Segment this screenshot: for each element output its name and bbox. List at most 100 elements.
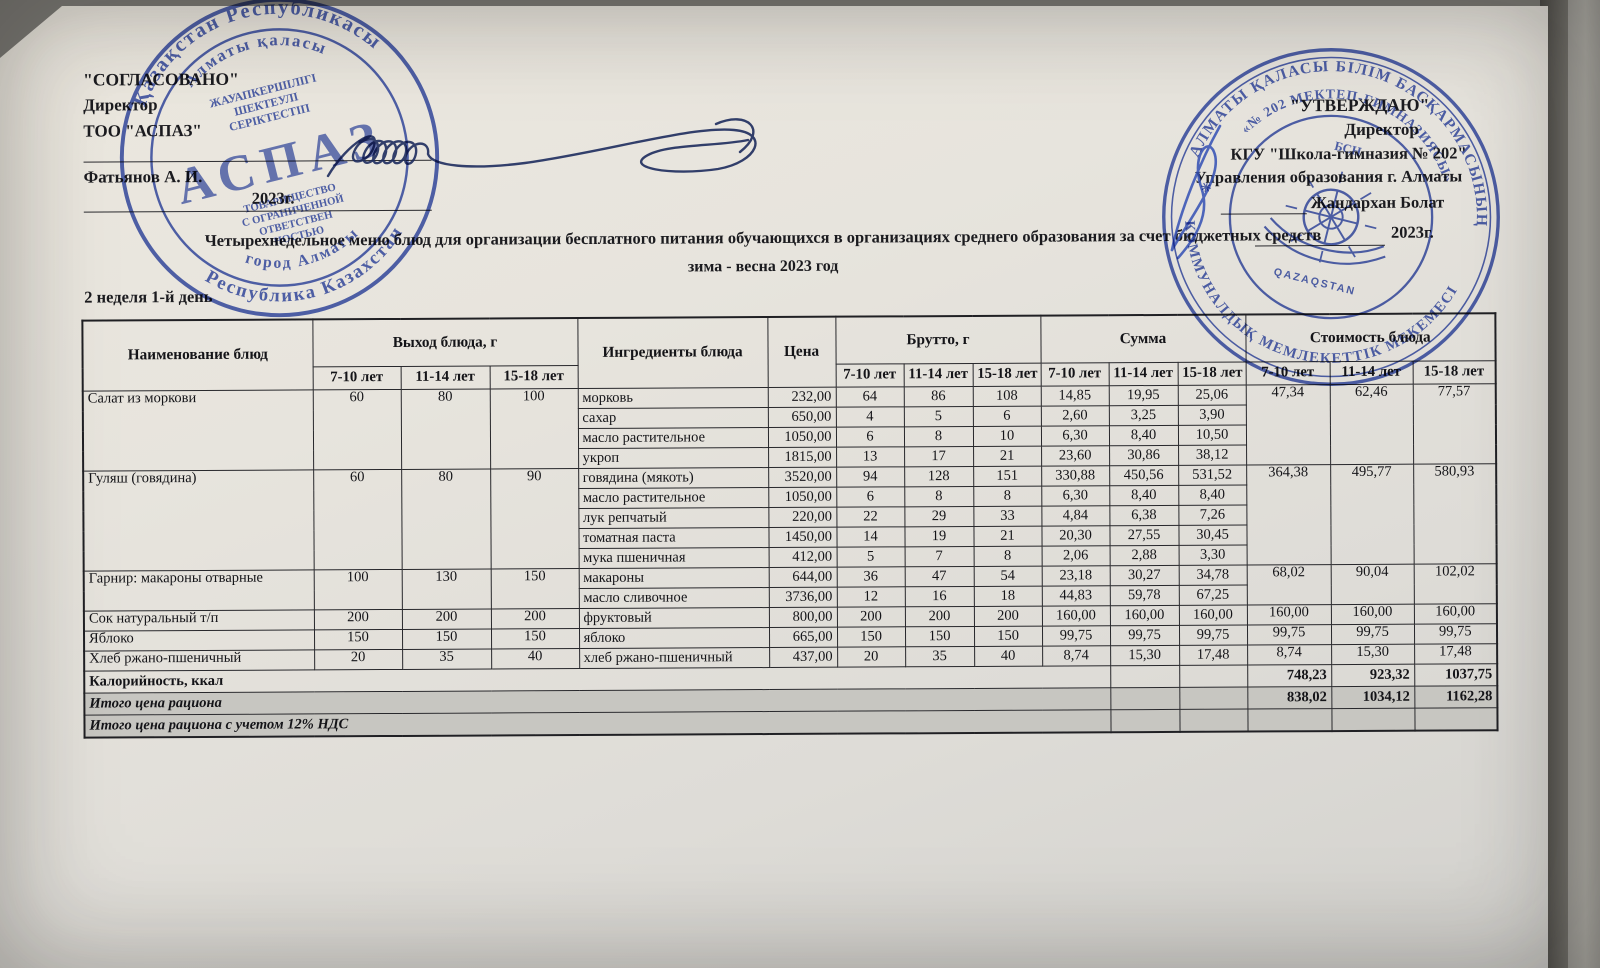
sum-value: 2,06 — [1041, 545, 1110, 567]
date-line — [83, 209, 432, 213]
ingredient-name: мука пшеничная — [578, 547, 769, 569]
brutto-value: 14 — [836, 526, 905, 548]
sum-value: 38,12 — [1178, 445, 1247, 466]
brutto-value: 40 — [974, 646, 1043, 667]
col-header-sum: Сумма — [1040, 314, 1246, 364]
brutto-value: 33 — [973, 506, 1042, 527]
empty-cell — [1179, 665, 1248, 688]
sum-value: 7,26 — [1178, 505, 1247, 526]
age-col-header: 15-18 лет — [972, 363, 1041, 387]
approval-right-signatory: Жандархан Болат — [1310, 192, 1445, 213]
output-value: 100 — [489, 388, 579, 469]
price-value: 3736,00 — [768, 587, 837, 608]
sum-value: 30,27 — [1109, 565, 1179, 586]
document-title: Четырехнедельное меню блюд для организац… — [204, 225, 1322, 250]
price-value: 644,00 — [768, 567, 837, 588]
brutto-value: 64 — [835, 386, 904, 408]
col-header-ingredients: Ингредиенты блюда — [577, 317, 768, 389]
brutto-value: 4 — [835, 406, 904, 428]
sum-value: 10,50 — [1177, 425, 1247, 446]
sum-value: 23,18 — [1041, 565, 1110, 587]
age-col-header: 7-10 лет — [1245, 361, 1330, 386]
brutto-value: 21 — [973, 446, 1042, 467]
output-value: 80 — [400, 388, 491, 470]
dish-cost-value: 99,75 — [1330, 624, 1415, 645]
dish-name: Сок натуральный т/п — [83, 609, 314, 632]
sum-value: 531,52 — [1178, 465, 1247, 486]
approval-left-line2: Директор — [83, 95, 158, 115]
sum-value: 25,06 — [1177, 385, 1246, 406]
approval-right-line3: КГУ "Школа-гимназия № 202" — [1230, 143, 1467, 164]
brutto-value: 94 — [836, 466, 905, 488]
price-value: 1050,00 — [767, 427, 837, 448]
sum-value: 27,55 — [1109, 525, 1179, 546]
price-value: 1450,00 — [768, 527, 837, 548]
brutto-value: 8 — [973, 486, 1042, 507]
brutto-value: 150 — [837, 626, 906, 648]
brutto-value: 22 — [836, 506, 905, 528]
output-value: 100 — [313, 569, 402, 610]
age-col-header: 7-10 лет — [312, 366, 401, 390]
summary-label: Итого цена рациона с учетом 12% НДС — [84, 709, 1111, 738]
brutto-value: 18 — [973, 586, 1042, 607]
brutto-value: 7 — [904, 546, 974, 567]
output-value: 40 — [491, 648, 580, 669]
sum-value: 3,25 — [1108, 405, 1178, 426]
brutto-value: 10 — [972, 426, 1042, 447]
sum-value: 20,30 — [1041, 525, 1110, 547]
approval-left-line3: ТОО "АСПАЗ" — [83, 120, 202, 141]
brutto-value: 54 — [973, 566, 1042, 587]
dish-cost-value: 62,46 — [1329, 384, 1414, 465]
dish-cost-value: 15,30 — [1331, 644, 1415, 665]
sum-value: 2,60 — [1040, 405, 1109, 427]
ingredient-name: лук репчатый — [578, 507, 769, 529]
dish-cost-value: 77,57 — [1412, 383, 1497, 465]
age-col-header: 15-18 лет — [1412, 360, 1496, 385]
sum-value: 8,40 — [1108, 425, 1179, 446]
ingredient-name: масло растительное — [578, 487, 769, 509]
summary-value — [1331, 708, 1415, 732]
col-header-brutto: Брутто, г — [835, 315, 1041, 365]
sum-value: 30,86 — [1109, 445, 1179, 466]
menu-table: Наименование блюд Выход блюда, г Ингреди… — [81, 312, 1499, 739]
dish-cost-value: 160,00 — [1246, 604, 1331, 626]
sum-value: 330,88 — [1041, 465, 1110, 487]
summary-value — [1247, 708, 1332, 732]
price-value: 220,00 — [768, 507, 837, 528]
approval-right-line1: "УТВЕРЖДАЮ" — [1290, 94, 1430, 116]
ingredient-name: масло растительное — [577, 427, 769, 449]
dish-cost-value: 580,93 — [1413, 463, 1497, 565]
summary-value: 923,32 — [1331, 664, 1415, 687]
dish-cost-value: 495,77 — [1330, 464, 1414, 565]
brutto-value: 6 — [836, 486, 905, 508]
output-value: 150 — [401, 628, 492, 650]
output-value: 35 — [402, 648, 492, 670]
output-value: 200 — [313, 609, 402, 630]
approval-right-year: 2023г. — [1390, 222, 1434, 242]
sum-value: 6,30 — [1041, 485, 1110, 507]
ingredient-name: томатная паста — [578, 527, 769, 549]
dish-cost-value: 47,34 — [1245, 384, 1331, 466]
brutto-value: 200 — [904, 606, 975, 627]
dish-cost-value: 68,02 — [1246, 564, 1331, 606]
ingredient-name: укроп — [578, 447, 769, 469]
price-value: 437,00 — [769, 647, 838, 668]
sum-value: 6,30 — [1040, 425, 1110, 447]
sum-value: 99,75 — [1178, 625, 1248, 646]
approval-left-signatory: Фатьянов А. И. — [83, 166, 203, 187]
sum-value: 44,83 — [1041, 585, 1110, 607]
price-value: 3520,00 — [768, 467, 837, 488]
col-header-cost: Стоимость блюда — [1245, 313, 1496, 363]
approval-right-line4: Управления образования г. Алматы — [1194, 166, 1463, 187]
brutto-value: 16 — [904, 586, 974, 607]
age-col-header: 11-14 лет — [1108, 362, 1178, 386]
second-sheet-edge — [1564, 0, 1600, 968]
sum-value: 99,75 — [1041, 625, 1111, 647]
summary-value: 838,02 — [1247, 686, 1332, 710]
brutto-value: 47 — [904, 566, 974, 587]
dish-cost-value: 160,00 — [1413, 603, 1497, 625]
sum-value: 59,78 — [1109, 585, 1179, 606]
brutto-value: 150 — [974, 626, 1043, 647]
output-value: 200 — [401, 608, 491, 630]
